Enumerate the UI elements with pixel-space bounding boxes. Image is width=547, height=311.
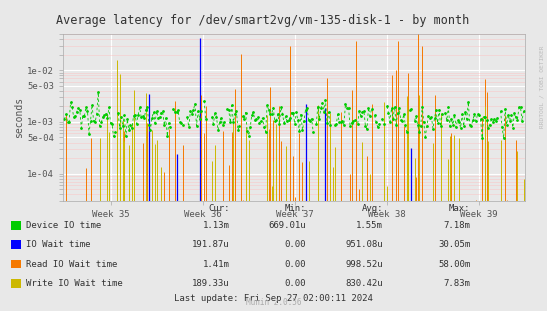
Y-axis label: seconds: seconds	[14, 97, 24, 138]
Text: 998.52u: 998.52u	[345, 260, 383, 268]
Text: Last update: Fri Sep 27 02:00:11 2024: Last update: Fri Sep 27 02:00:11 2024	[174, 294, 373, 303]
Text: 7.18m: 7.18m	[444, 221, 470, 230]
Text: 0.00: 0.00	[285, 260, 306, 268]
Text: Read IO Wait time: Read IO Wait time	[26, 260, 118, 268]
Text: Write IO Wait time: Write IO Wait time	[26, 279, 123, 288]
Text: Avg:: Avg:	[362, 204, 383, 213]
Text: 0.00: 0.00	[285, 279, 306, 288]
Text: 30.05m: 30.05m	[438, 240, 470, 249]
Text: IO Wait time: IO Wait time	[26, 240, 91, 249]
Text: Munin 2.0.56: Munin 2.0.56	[246, 298, 301, 307]
Text: Max:: Max:	[449, 204, 470, 213]
Text: 189.33u: 189.33u	[192, 279, 230, 288]
Text: 1.55m: 1.55m	[356, 221, 383, 230]
Text: Average latency for /dev/smart2vg/vm-135-disk-1 - by month: Average latency for /dev/smart2vg/vm-135…	[56, 14, 469, 27]
Text: 0.00: 0.00	[285, 240, 306, 249]
Text: 669.01u: 669.01u	[269, 221, 306, 230]
Text: Cur:: Cur:	[208, 204, 230, 213]
Text: 830.42u: 830.42u	[345, 279, 383, 288]
Text: 1.41m: 1.41m	[203, 260, 230, 268]
Text: 951.08u: 951.08u	[345, 240, 383, 249]
Text: 191.87u: 191.87u	[192, 240, 230, 249]
Text: RRDTOOL / TOBI OETIKER: RRDTOOL / TOBI OETIKER	[539, 46, 544, 128]
Text: Min:: Min:	[285, 204, 306, 213]
Text: 1.13m: 1.13m	[203, 221, 230, 230]
Text: 58.00m: 58.00m	[438, 260, 470, 268]
Text: 7.83m: 7.83m	[444, 279, 470, 288]
Text: Device IO time: Device IO time	[26, 221, 102, 230]
